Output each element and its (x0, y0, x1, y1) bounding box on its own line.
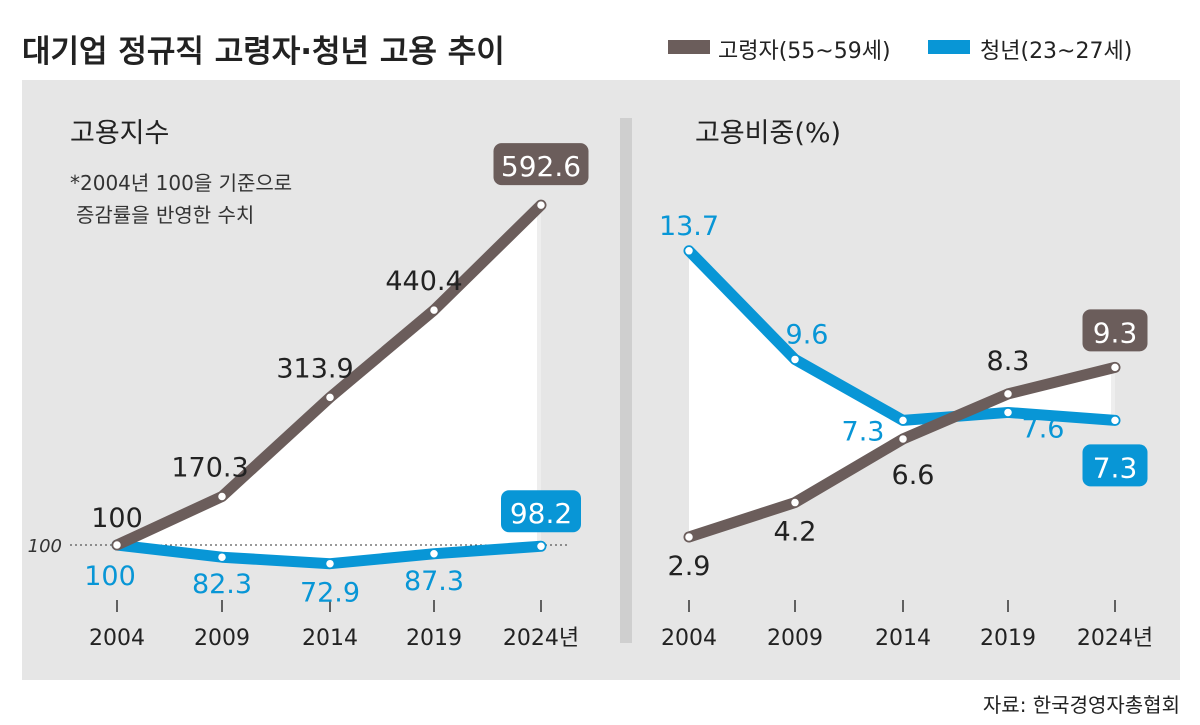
chart1-x-tick-label: 2019 (980, 626, 1036, 651)
chart1-data-label-youth: 7.3 (1093, 451, 1138, 484)
chart0-data-label-older: 592.6 (501, 150, 581, 183)
chart0-x-tick-label: 2019 (406, 626, 462, 651)
chart0-point-older (324, 392, 336, 403)
chart0-area-between (117, 205, 541, 564)
chart1-data-label-older: 9.3 (1093, 316, 1138, 349)
chart1-point-older (897, 433, 909, 445)
chart1-x-tick-label: 2009 (767, 626, 823, 651)
chart1-point-youth (1002, 407, 1014, 418)
chart1-panel-title: 고용비중(%) (695, 118, 841, 149)
chart1-x-tick-label: 2014 (875, 626, 931, 651)
chart0-data-label-older: 313.9 (276, 353, 353, 384)
chart0-data-label-youth: 100 (84, 561, 136, 592)
chart0-label-box-older (493, 143, 589, 186)
chart1-data-label-older: 2.9 (668, 551, 711, 582)
legend-label-youth: 청년(23~27세) (980, 39, 1132, 64)
chart0-data-label-older: 100 (91, 503, 143, 534)
chart0-point-older (111, 539, 123, 551)
chart1-x-tick-label: 2004 (661, 626, 717, 651)
chart0-data-label-older: 440.4 (385, 266, 462, 297)
chart1-point-youth (897, 415, 909, 426)
chart0-x-tick-label: 2009 (194, 626, 250, 651)
chart1-data-label-youth: 9.6 (786, 319, 829, 350)
chart0-note-line: *2004년 100을 기준으로 (70, 171, 292, 195)
chart0-point-youth (428, 548, 440, 560)
legend-label-older: 고령자(55~59세) (718, 39, 891, 64)
chart0-point-youth (216, 551, 228, 563)
chart0-x-tick-label: 2024년 (503, 626, 579, 651)
chart1-point-older (1109, 362, 1121, 373)
source-note: 자료: 한국경영자총협회 (983, 693, 1180, 717)
chart0-data-label-youth: 98.2 (510, 497, 572, 530)
chart0-data-label-youth: 87.3 (404, 566, 464, 597)
chart1-area-edge (1111, 367, 1115, 421)
chart1-data-label-older: 8.3 (987, 346, 1030, 377)
chart1-data-label-youth: 13.7 (659, 211, 719, 242)
chart1-label-box-older (1082, 309, 1148, 352)
chart1-area-between (689, 250, 1115, 538)
chart0-note-line: 증감률을 반영한 수치 (76, 203, 254, 227)
chart0-area-edge (537, 205, 541, 547)
chart1-point-older (1002, 388, 1014, 400)
chart0-data-label-youth: 72.9 (300, 578, 360, 609)
chart1-data-label-older: 6.6 (892, 460, 935, 491)
chart-title: 대기업 정규직 고령자·청년 고용 추이 (22, 34, 505, 70)
chart0-panel-title: 고용지수 (70, 118, 169, 149)
legend-swatch-older (668, 40, 710, 54)
chart1-point-youth (1109, 415, 1121, 426)
chart0-point-older (535, 199, 547, 211)
chart1-x-tick-label: 2024년 (1077, 626, 1153, 651)
chart0-x-tick-label: 2004 (89, 626, 145, 651)
chart-panel (22, 80, 1180, 680)
chart0-x-tick-label: 2014 (302, 626, 358, 651)
chart0-baseline-label: 100 (28, 536, 62, 557)
chart0-data-label-youth: 82.3 (192, 569, 252, 600)
chart0-label-box-youth (501, 490, 581, 533)
chart0-point-older (428, 304, 440, 316)
chart1-point-youth (789, 354, 801, 365)
chart0-point-youth (324, 558, 336, 569)
panel-divider (620, 118, 632, 643)
chart0-data-label-older: 170.3 (171, 452, 248, 483)
chart0-point-older (216, 491, 228, 502)
chart1-data-label-older: 4.2 (774, 517, 817, 548)
chart0-point-youth (535, 540, 547, 552)
chart1-point-youth (683, 245, 695, 257)
chart1-point-older (789, 497, 801, 508)
legend-swatch-youth (928, 40, 970, 54)
chart1-label-box-youth (1082, 444, 1148, 487)
chart1-data-label-youth: 7.3 (842, 416, 885, 447)
chart1-point-older (683, 531, 695, 543)
chart1-data-label-youth: 7.6 (1022, 413, 1065, 444)
